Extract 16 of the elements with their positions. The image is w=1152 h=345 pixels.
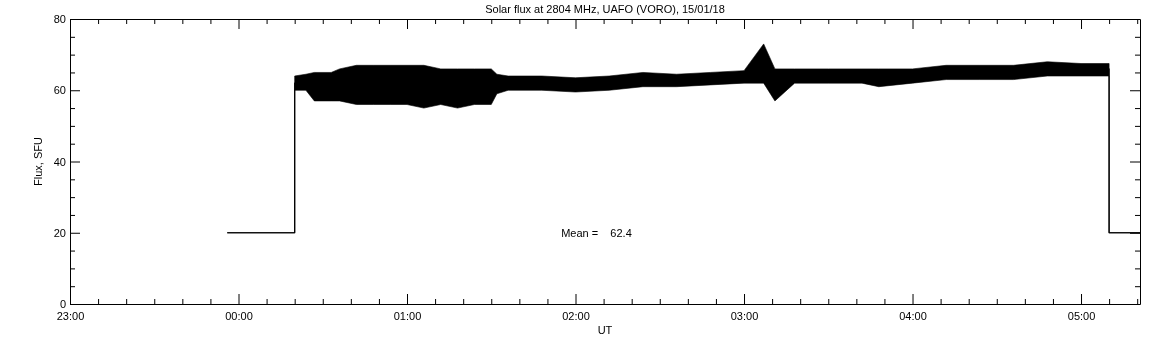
x-axis-title: UT: [597, 324, 613, 336]
annotation: Mean = 62.4: [561, 226, 632, 239]
y-tick-label: 40: [53, 155, 66, 168]
x-tick-label: 05:00: [1067, 309, 1096, 322]
y-axis-title: Flux, SFU: [32, 137, 44, 186]
y-tick-label: 20: [53, 226, 66, 239]
y-tick-label: 0: [59, 298, 66, 311]
chart-title: Solar flux at 2804 MHz, UAFO (VORO), 15/01/18: [485, 3, 725, 15]
x-tick-label: 04:00: [899, 309, 927, 322]
x-tick-label: 00:00: [225, 309, 253, 322]
y-tick-label: 80: [53, 13, 66, 26]
x-tick-label: 23:00: [56, 309, 85, 322]
x-tick-label: 01:00: [393, 309, 422, 322]
y-tick-label: 60: [53, 84, 66, 97]
x-tick-label: 02:00: [562, 309, 590, 322]
x-tick-label: 03:00: [730, 309, 759, 322]
